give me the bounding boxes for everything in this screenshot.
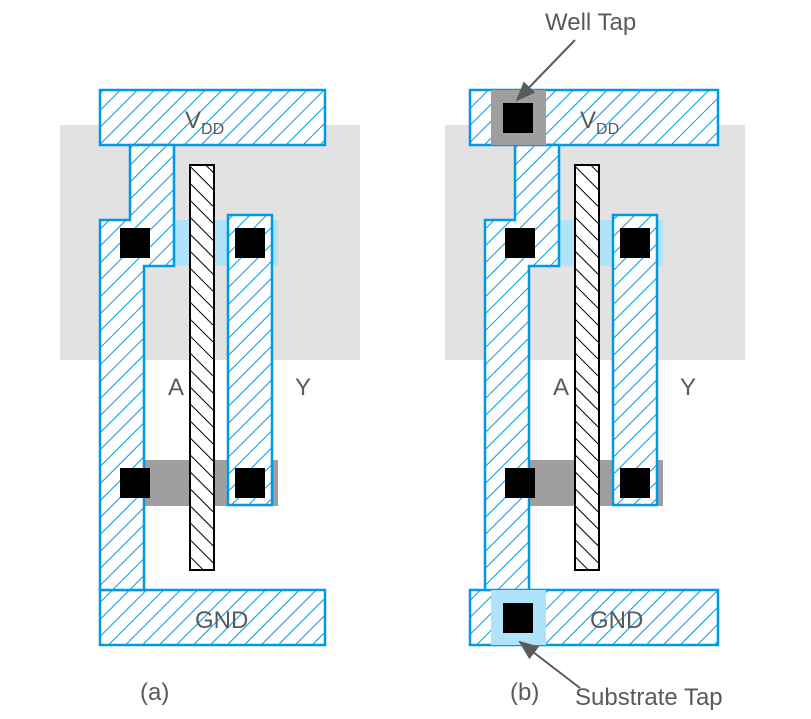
- contact-n-right: [620, 468, 650, 498]
- gnd-label: GND: [590, 607, 643, 634]
- panel-caption: (b): [510, 679, 539, 706]
- poly-gate: [575, 165, 599, 570]
- label-a: A: [553, 374, 569, 401]
- contact-p-left: [505, 228, 535, 258]
- output-y-metal: [613, 215, 657, 505]
- label-y: Y: [295, 374, 311, 401]
- panel-b: VDDGNDAY(b)Well TapSubstrate Tap: [445, 9, 745, 711]
- panel-a: VDDGNDAY(a): [60, 90, 360, 706]
- contact-p-left: [120, 228, 150, 258]
- label-y: Y: [680, 374, 696, 401]
- well-tap-label: Well Tap: [545, 9, 636, 36]
- contact-p-right: [235, 228, 265, 258]
- gnd-label: GND: [195, 607, 248, 634]
- contact-n-left: [505, 468, 535, 498]
- substrate-tap-label: Substrate Tap: [575, 684, 723, 711]
- contact-n-right: [235, 468, 265, 498]
- contact-well-tap: [503, 103, 533, 133]
- contact-p-right: [620, 228, 650, 258]
- poly-gate: [190, 165, 214, 570]
- contact-substrate-tap: [503, 603, 533, 633]
- panel-caption: (a): [140, 679, 169, 706]
- label-a: A: [168, 374, 184, 401]
- output-y-metal: [228, 215, 272, 505]
- contact-n-left: [120, 468, 150, 498]
